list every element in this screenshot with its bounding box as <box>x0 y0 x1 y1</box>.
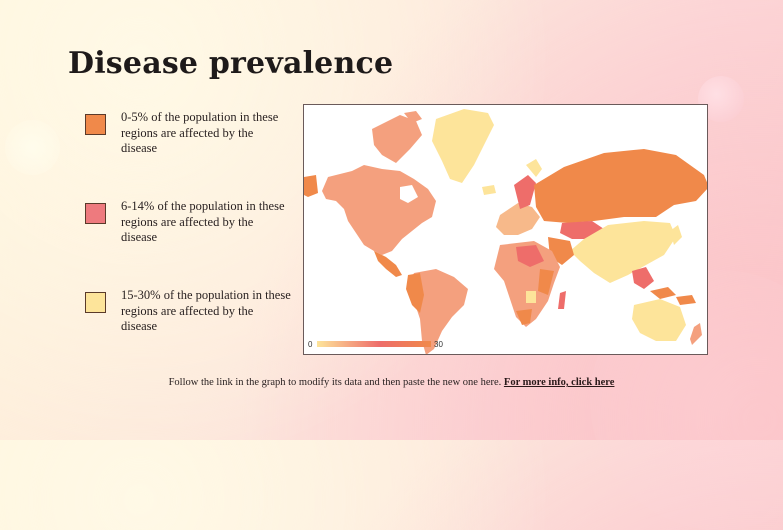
world-map-chart[interactable]: 0 30 <box>303 104 708 355</box>
world-map <box>304 109 707 354</box>
decorative-bubble <box>5 120 60 175</box>
region-east-africa <box>538 269 554 295</box>
color-scale-bar <box>317 341 431 347</box>
legend-swatch-orange <box>85 114 106 135</box>
more-info-link[interactable]: For more info, click here <box>503 377 615 388</box>
region-japan <box>670 225 682 245</box>
footer-note: Follow the link in the graph to modify i… <box>0 377 783 388</box>
region-asia <box>570 221 676 283</box>
scale-max-label: 30 <box>434 340 443 349</box>
region-greenland <box>432 109 494 183</box>
region-alaska-west <box>304 175 318 197</box>
region-central-america <box>374 251 402 277</box>
region-new-guinea <box>676 295 696 305</box>
region-arctic-islands <box>372 115 422 163</box>
region-southeast-asia <box>632 267 654 289</box>
region-europe <box>496 203 540 235</box>
hudson-bay <box>400 185 418 203</box>
legend-label: 6-14% of the population in these regions… <box>121 199 285 244</box>
region-russia <box>534 149 707 223</box>
region-madagascar <box>558 291 566 309</box>
region-africa <box>494 241 560 327</box>
region-scandinavia <box>514 175 536 209</box>
region-southern-africa <box>526 291 536 303</box>
region-indonesia <box>650 287 676 299</box>
scale-min-label: 0 <box>308 340 313 349</box>
region-north-america <box>322 165 436 255</box>
legend-label: 15-30% of the population in these region… <box>121 288 291 333</box>
legend-swatch-red <box>85 203 106 224</box>
legend-swatch-yellow <box>85 292 106 313</box>
page-title: Disease prevalence <box>68 46 394 81</box>
region-australia <box>632 299 686 341</box>
region-west-south-america <box>406 273 424 313</box>
region-south-africa <box>516 309 532 325</box>
region-new-zealand <box>690 323 702 345</box>
region-island <box>404 111 422 123</box>
footer-text: Follow the link in the graph to modify i… <box>168 377 502 388</box>
legend-label: 0-5% of the population in these regions … <box>121 110 279 155</box>
region-iceland <box>482 185 496 195</box>
region-svalbard <box>526 159 542 177</box>
region-north-africa <box>516 245 544 267</box>
